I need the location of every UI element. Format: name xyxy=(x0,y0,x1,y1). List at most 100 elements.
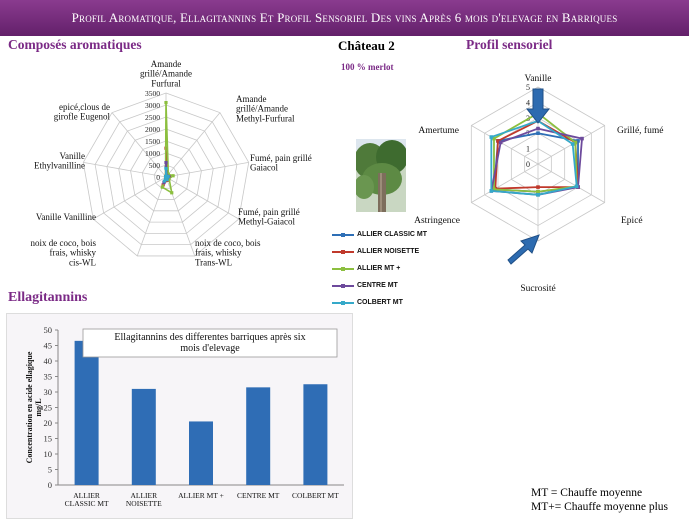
y-tick-label: 45 xyxy=(44,341,53,351)
radar-spoke xyxy=(165,176,239,220)
aroma-axis-label: noix de coco, bois frais, whisky cis-WL xyxy=(31,238,97,267)
sensory-data-point xyxy=(570,142,575,146)
aroma-data-point xyxy=(164,161,168,165)
page-banner: Profil Aromatique, Ellagitannins Et Prof… xyxy=(0,0,689,36)
x-category-label: COLBERT MT xyxy=(292,491,339,500)
radar-tick-label: 5 xyxy=(526,83,530,92)
ellagitannin-bar-chart: 0 5 10 15 20 25 30 35 40 45 50 Concentration en aci… xyxy=(25,325,344,508)
sensory-axis-label: Amertume xyxy=(418,126,459,136)
radar-tick-label: 0 xyxy=(526,160,530,169)
radar-tick-label: 1000 xyxy=(145,149,160,158)
sensory-axis-label: Vanille xyxy=(525,74,552,84)
section-title-aroma: Composés aromatiques xyxy=(8,37,142,52)
legend-label: ALLIER MT + xyxy=(357,265,401,272)
y-tick-label: 0 xyxy=(48,480,52,490)
y-tick-label: 25 xyxy=(44,403,53,413)
radar-spoke xyxy=(471,163,539,203)
radar-grid-ring xyxy=(153,164,179,189)
sensory-data-point xyxy=(498,140,503,145)
aroma-data-point xyxy=(164,101,168,105)
radar-tick-label: 0 xyxy=(156,173,160,182)
aroma-axis-label: Fumé, pain grillé Gaiacol xyxy=(250,153,312,173)
radar-spoke xyxy=(83,162,167,178)
aroma-data-point xyxy=(171,174,175,178)
ellagitannin-bar xyxy=(246,387,271,485)
legend-swatch xyxy=(332,232,354,237)
radar-tick-label: 1 xyxy=(526,145,530,154)
highlight-arrow-up xyxy=(507,234,540,265)
legend-item: ALLIER NOISETTE xyxy=(332,243,462,260)
section-title-ellagitannins: Ellagitannins xyxy=(8,290,88,305)
sensory-data-point xyxy=(489,135,494,139)
sensory-data-point xyxy=(536,189,540,194)
aroma-data-point xyxy=(162,179,167,183)
radar-grid-ring xyxy=(118,128,214,223)
x-category-label: ALLIER CLASSIC MT xyxy=(65,491,109,508)
sensory-data-point xyxy=(492,136,496,141)
sensory-axis-label: Epicé xyxy=(621,216,643,226)
legend-item: CENTRE MT xyxy=(332,277,462,294)
radar-spoke xyxy=(165,112,221,178)
y-tick-label: 20 xyxy=(44,418,53,428)
sensory-data-point xyxy=(536,126,540,131)
radar-tick-label: 3500 xyxy=(145,89,160,98)
aroma-data-point xyxy=(165,178,169,182)
legend-item: COLBERT MT xyxy=(332,294,462,311)
sensory-data-point xyxy=(536,193,540,197)
aroma-axis-label: Vanille Vanilline xyxy=(36,212,96,222)
y-tick-label: 30 xyxy=(44,387,53,397)
radar-tick-label: 500 xyxy=(149,161,161,170)
aroma-axis-label: Amande grillé/Amande Furfural xyxy=(140,59,192,88)
ellagitannin-bar xyxy=(189,421,213,485)
aroma-axis-label: Fumé, pain grillé Methyl-Gaiacol xyxy=(238,207,300,227)
note-mt: MT = Chauffe moyenne xyxy=(531,487,643,499)
series-legend: ALLIER CLASSIC MT ALLIER NOISETTE ALLIER M… xyxy=(332,226,462,311)
ellagitannin-bar xyxy=(131,388,156,485)
sensory-data-point xyxy=(492,187,496,192)
radar-tick-label: 4 xyxy=(526,98,530,107)
aroma-data-point xyxy=(164,175,168,179)
x-category-label: ALLIER MT + xyxy=(178,491,224,500)
grape-variety: 100 % merlot xyxy=(341,62,394,72)
radar-tick-label: 3000 xyxy=(145,101,160,110)
x-category-label: CENTRE MT xyxy=(237,491,280,500)
sensory-data-point xyxy=(580,136,584,141)
ellagitannin-bar xyxy=(74,340,99,485)
aroma-data-point xyxy=(164,167,168,171)
radar-spoke xyxy=(537,163,605,203)
x-category-label: ALLIER NOISETTE xyxy=(126,491,162,508)
section-title-sensory: Profil sensoriel xyxy=(466,37,553,52)
y-tick-label: 5 xyxy=(48,465,52,475)
y-tick-label: 40 xyxy=(44,356,53,366)
radar-spoke xyxy=(471,125,539,165)
ellagitannin-bar xyxy=(303,384,328,485)
aroma-axis-label: noix de coco, bois frais, whisky Trans-WL xyxy=(195,238,261,267)
legend-label: ALLIER CLASSIC MT xyxy=(357,231,427,238)
sensory-axis-label: Astringence xyxy=(414,216,460,226)
radar-grid-ring xyxy=(130,140,202,212)
chart-title-box xyxy=(82,328,338,358)
radar-grid-ring xyxy=(106,116,226,234)
radar-tick-label: 2000 xyxy=(145,125,160,134)
legend-swatch xyxy=(332,249,354,254)
legend-swatch xyxy=(332,300,354,305)
aroma-data-point xyxy=(167,177,171,181)
y-axis-label: Concentration en acide ellagiquemg/L xyxy=(25,351,43,463)
aroma-axis-label: Amande grillé/Amande Methyl-Furfural xyxy=(236,94,295,123)
y-tick-label: 15 xyxy=(44,434,53,444)
radar-grid-ring xyxy=(141,152,191,200)
radar-tick-label: 1500 xyxy=(145,137,160,146)
radar-grid-ring xyxy=(82,92,250,257)
y-tick-label: 10 xyxy=(44,449,53,459)
radar-spoke xyxy=(136,176,167,257)
radar-spoke xyxy=(93,176,167,220)
y-tick-label: 35 xyxy=(44,372,53,382)
sensory-data-point xyxy=(573,140,578,145)
legend-swatch xyxy=(332,283,354,288)
sensory-axis-label: Sucrosité xyxy=(520,284,555,294)
sensory-data-point xyxy=(576,139,580,143)
legend-label: CENTRE MT xyxy=(357,282,398,289)
bar-chart-title: Ellagitannins des differentes barriques … xyxy=(114,332,305,354)
